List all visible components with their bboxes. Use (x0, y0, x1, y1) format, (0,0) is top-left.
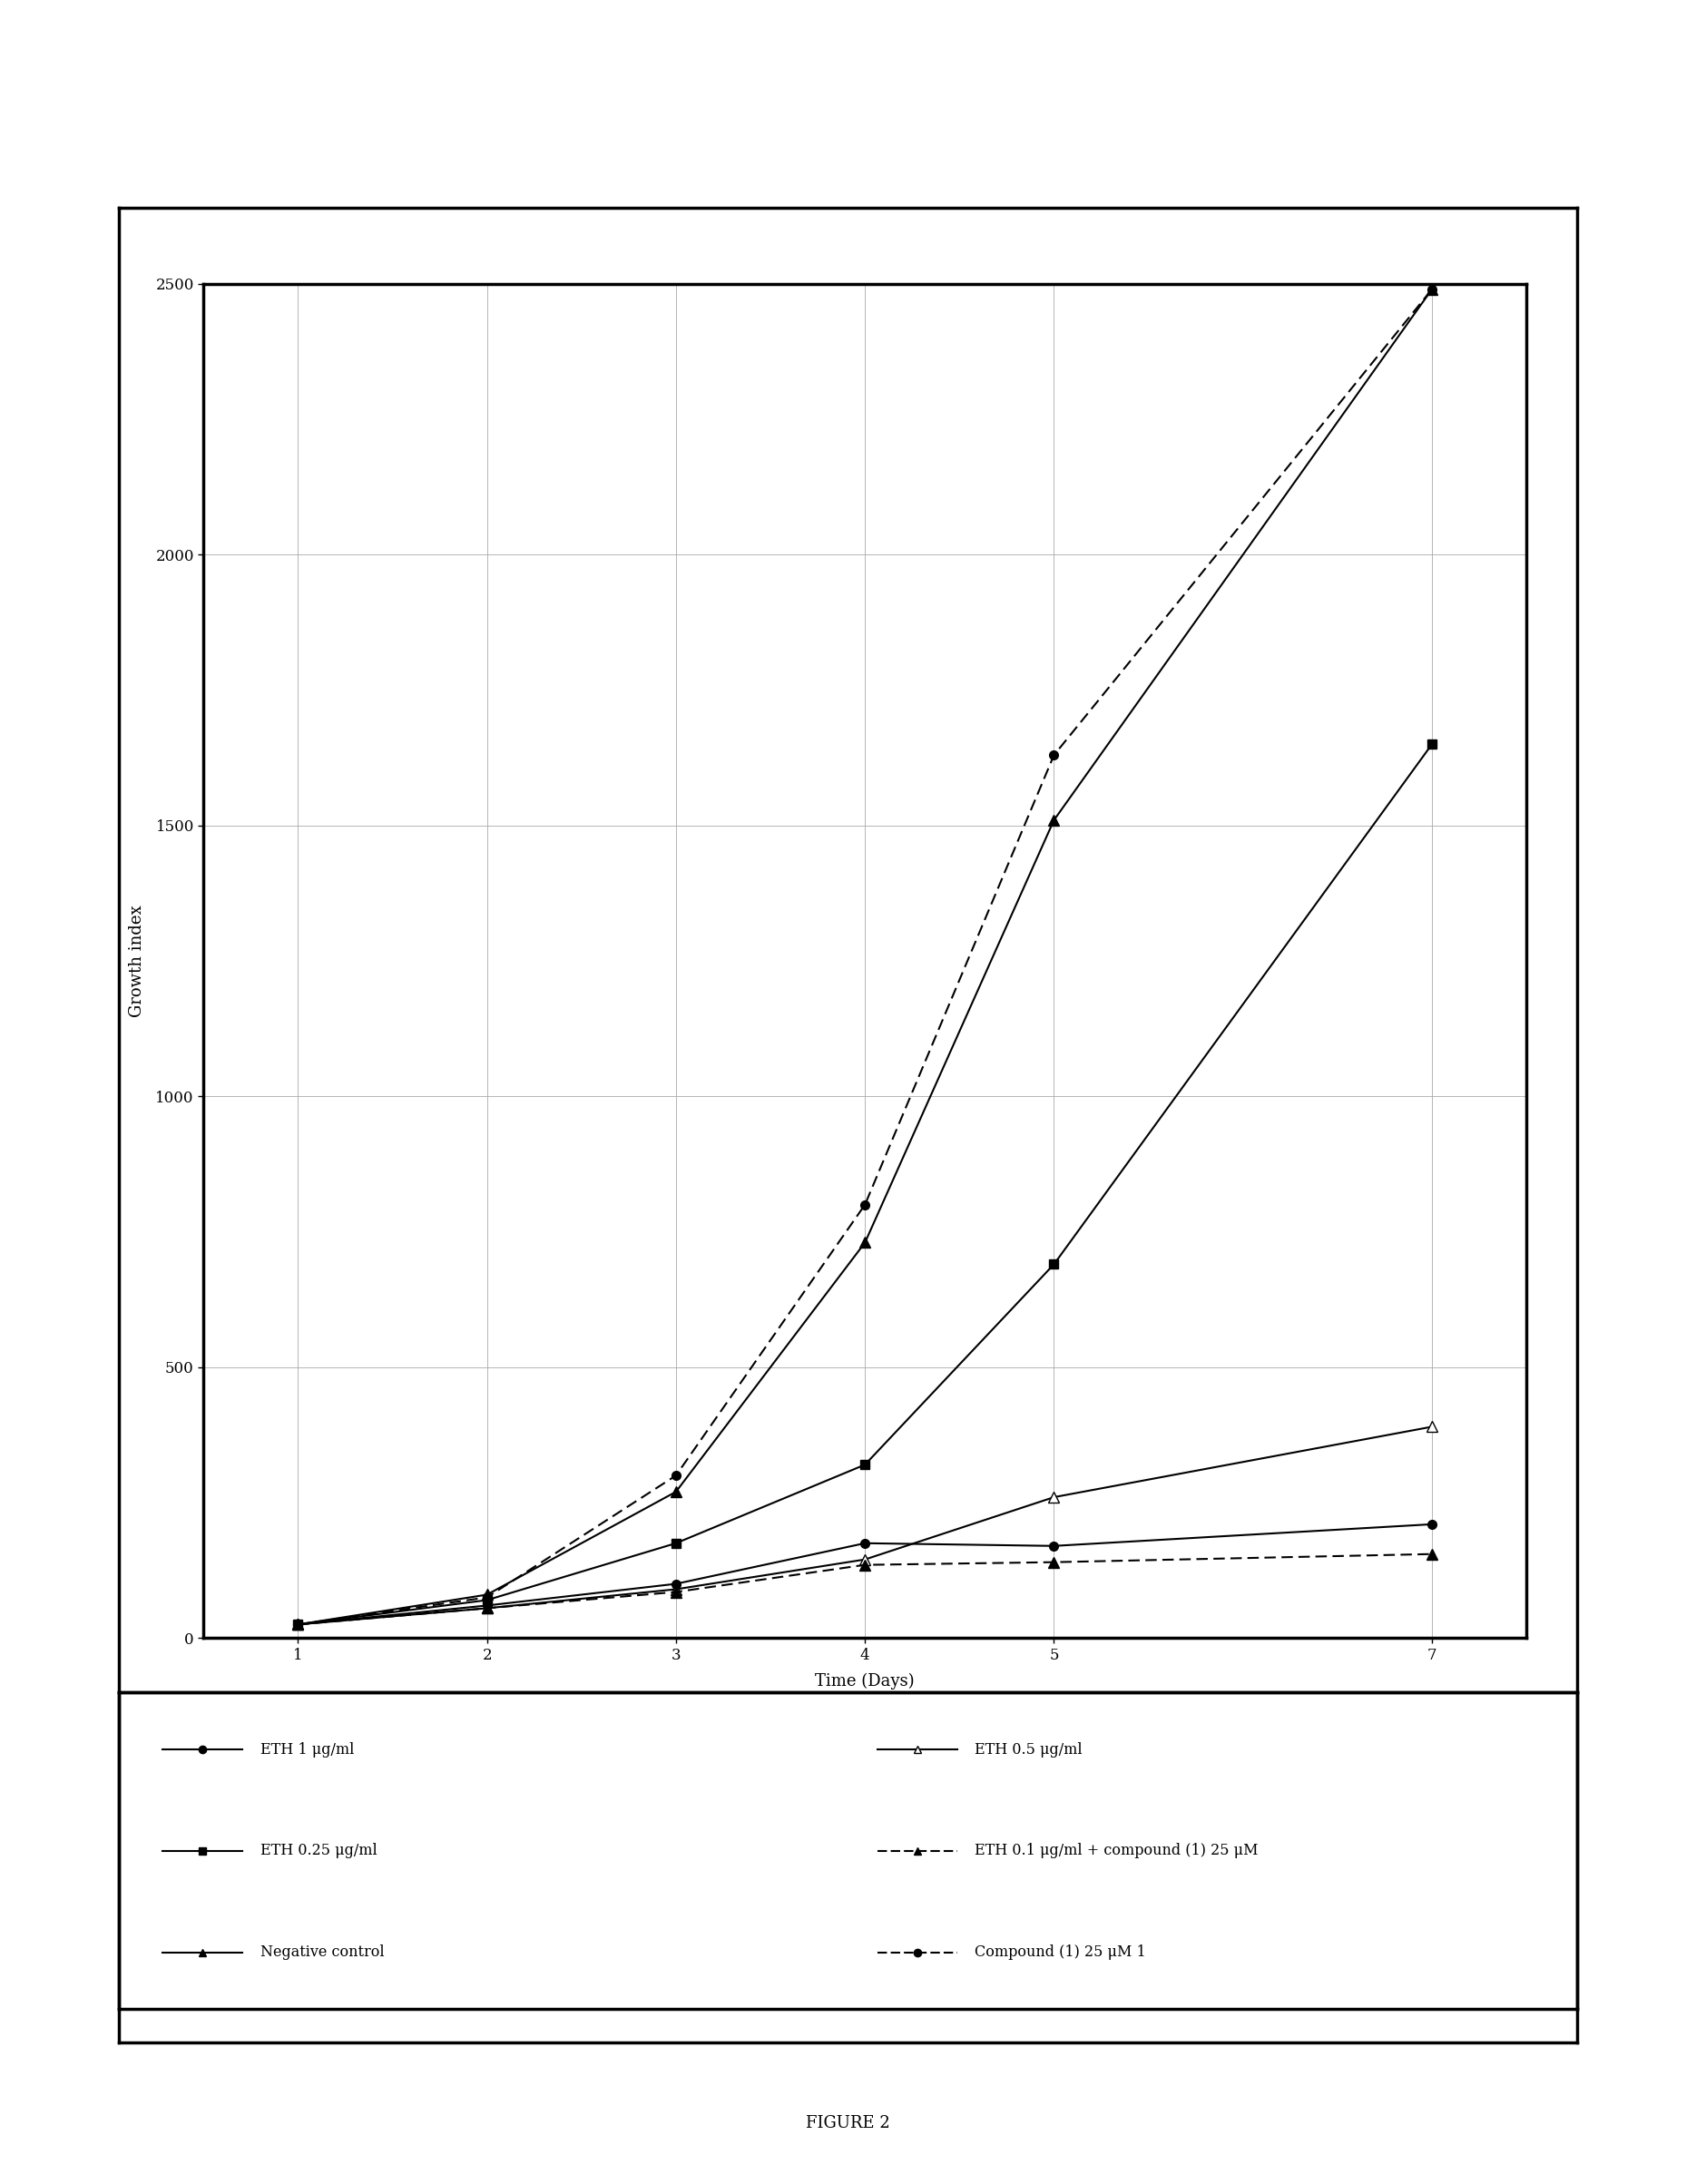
Text: ETH 0.5 μg/ml: ETH 0.5 μg/ml (975, 1743, 1082, 1758)
Y-axis label: Growth index: Growth index (129, 904, 146, 1018)
Text: ETH 0.25 μg/ml: ETH 0.25 μg/ml (259, 1843, 377, 1859)
Text: FIGURE 2: FIGURE 2 (806, 2114, 890, 2132)
Text: ETH 0.1 μg/ml + compound (1) 25 μM: ETH 0.1 μg/ml + compound (1) 25 μM (975, 1843, 1258, 1859)
X-axis label: Time (Days): Time (Days) (816, 1673, 914, 1690)
Text: Negative control: Negative control (259, 1944, 385, 1959)
Text: ETH 1 μg/ml: ETH 1 μg/ml (259, 1743, 354, 1758)
Text: Compound (1) 25 μM 1: Compound (1) 25 μM 1 (975, 1944, 1146, 1959)
